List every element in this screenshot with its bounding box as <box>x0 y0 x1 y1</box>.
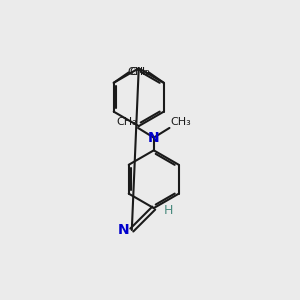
Text: CH₃: CH₃ <box>127 68 148 77</box>
Text: H: H <box>164 204 173 217</box>
Text: CH₃: CH₃ <box>129 68 150 77</box>
Text: CH₃: CH₃ <box>170 117 191 127</box>
Text: N: N <box>117 223 129 237</box>
Text: N: N <box>148 130 160 145</box>
Text: CH₃: CH₃ <box>117 117 137 127</box>
